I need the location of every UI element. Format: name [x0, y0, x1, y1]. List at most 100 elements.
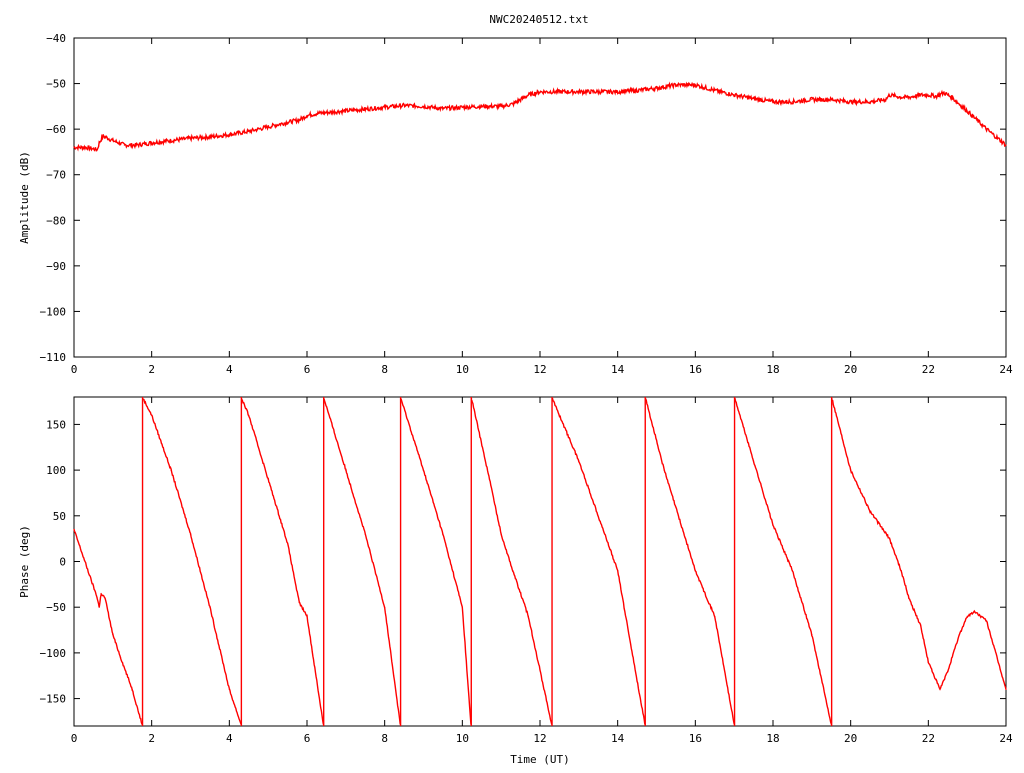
- data-point: [345, 110, 347, 112]
- data-point: [597, 91, 599, 93]
- data-point: [170, 139, 172, 142]
- data-point: [98, 606, 100, 608]
- chart-title: NWC20240512.txt: [489, 13, 588, 26]
- data-point: [919, 624, 922, 627]
- data-point: [714, 89, 716, 92]
- data-point: [298, 119, 300, 121]
- data-point: [927, 94, 929, 96]
- y-axis-label: Amplitude (dB): [18, 151, 31, 244]
- data-point: [96, 149, 98, 151]
- x-tick-label: 24: [999, 363, 1013, 376]
- data-point: [752, 98, 755, 100]
- x-tick-label: 10: [456, 363, 469, 376]
- data-point: [645, 398, 647, 400]
- data-point: [488, 478, 491, 480]
- x-tick-label: 8: [381, 732, 388, 745]
- data-point: [112, 634, 114, 636]
- data-point: [318, 112, 320, 114]
- data-point: [442, 533, 444, 535]
- data-point: [512, 103, 514, 105]
- data-point: [885, 98, 887, 101]
- data-point: [675, 84, 677, 86]
- x-tick-label: 20: [844, 732, 857, 745]
- data-point: [81, 551, 83, 553]
- x-tick-label: 18: [766, 363, 779, 376]
- data-point: [400, 398, 402, 400]
- data-point: [142, 398, 144, 400]
- data-point: [888, 94, 891, 96]
- data-point: [422, 469, 425, 471]
- y-tick-label: −150: [40, 693, 67, 706]
- data-point: [831, 398, 833, 400]
- data-point: [96, 597, 98, 599]
- y-tick-label: −80: [46, 214, 66, 227]
- data-point: [935, 95, 937, 97]
- data-point: [850, 101, 852, 103]
- data-point: [144, 400, 146, 403]
- y-tick-label: −100: [40, 305, 67, 318]
- data-point: [551, 398, 554, 400]
- data-point: [850, 469, 852, 471]
- data-point: [644, 723, 646, 725]
- data-point: [267, 478, 269, 480]
- data-point: [1005, 688, 1007, 691]
- y-tick-label: 50: [53, 510, 66, 523]
- data-point: [73, 528, 75, 531]
- x-tick-label: 0: [71, 732, 78, 745]
- data-point: [298, 602, 300, 604]
- y-axis-label: Phase (deg): [18, 525, 31, 598]
- data-point: [943, 92, 945, 94]
- y-tick-label: −90: [46, 260, 66, 273]
- data-point: [558, 91, 561, 93]
- data-point: [104, 597, 106, 599]
- data-point: [135, 144, 137, 146]
- data-point: [470, 723, 472, 725]
- x-tick-label: 12: [533, 363, 546, 376]
- data-point: [772, 524, 774, 526]
- data-point: [500, 105, 502, 107]
- data-point: [286, 542, 289, 544]
- y-tick-label: −100: [40, 647, 67, 660]
- data-point: [772, 101, 774, 103]
- data-point: [655, 87, 658, 89]
- data-point: [141, 723, 143, 725]
- plot-frame: [73, 396, 1007, 727]
- data-point: [811, 634, 813, 636]
- data-point: [985, 620, 988, 622]
- x-tick-label: 4: [226, 363, 233, 376]
- x-tick-label: 0: [71, 363, 78, 376]
- y-tick-label: 150: [46, 418, 66, 431]
- data-point: [422, 105, 425, 107]
- data-point: [267, 126, 269, 128]
- data-point: [189, 533, 192, 535]
- data-point: [102, 135, 104, 137]
- data-point: [908, 96, 910, 98]
- data-point: [151, 414, 153, 416]
- data-point: [791, 570, 794, 572]
- data-point: [323, 398, 325, 400]
- data-point: [403, 104, 405, 107]
- data-point: [500, 533, 502, 535]
- y-tick-label: −70: [46, 169, 66, 182]
- x-tick-label: 22: [922, 732, 935, 745]
- data-point: [830, 98, 832, 101]
- data-point: [617, 570, 619, 572]
- x-tick-label: 18: [766, 732, 779, 745]
- data-point: [512, 570, 514, 572]
- x-axis-label: Time (UT): [510, 753, 570, 766]
- data-point: [617, 91, 619, 93]
- data-point: [578, 460, 580, 462]
- x-tick-label: 8: [381, 363, 388, 376]
- data-point: [189, 137, 192, 139]
- data-point: [939, 688, 941, 691]
- data-point: [384, 106, 386, 108]
- amplitude-panel: 0 2 4 6 8 10 12 14 16 18 20 22 24−110−100−90−80−70−6…: [18, 32, 1013, 376]
- data-point: [694, 84, 696, 86]
- data-point: [384, 606, 386, 608]
- data-point: [791, 101, 794, 103]
- data-point: [248, 130, 250, 133]
- data-point: [228, 688, 230, 691]
- y-tick-label: −40: [46, 32, 66, 45]
- data-point: [88, 574, 91, 576]
